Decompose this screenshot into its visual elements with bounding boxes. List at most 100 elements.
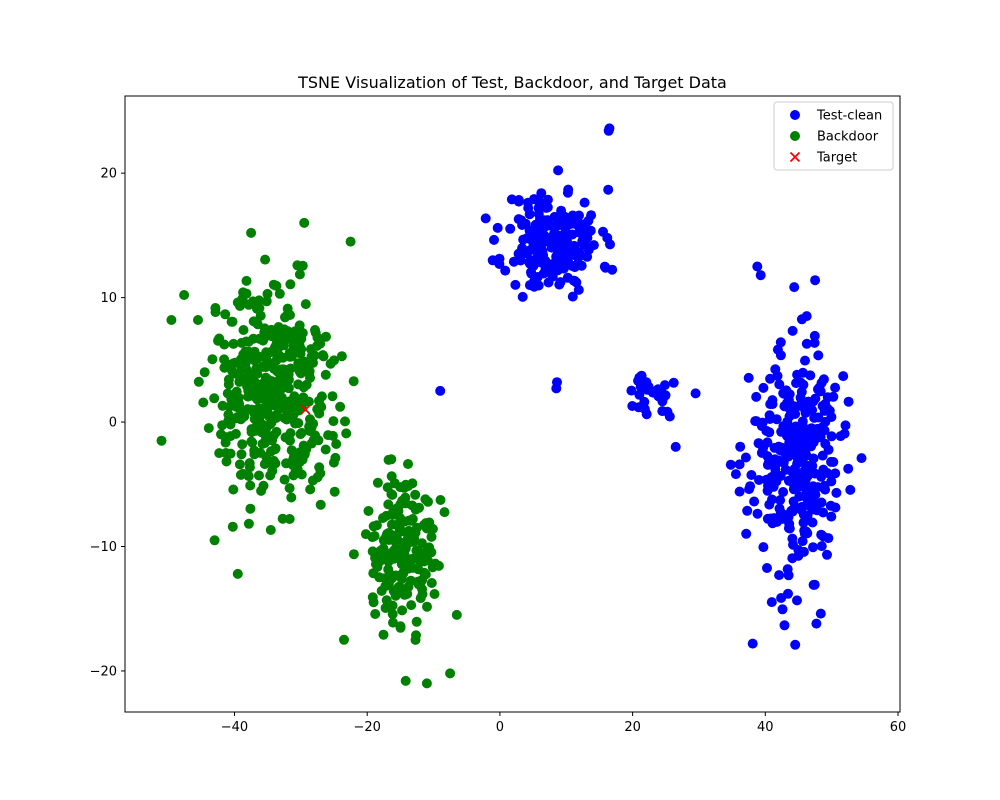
point-backdoor — [233, 392, 244, 403]
y-tick-label: −20 — [90, 664, 117, 679]
point-backdoor — [316, 391, 327, 402]
point-backdoor — [241, 275, 252, 286]
point-test-clean — [783, 570, 794, 581]
point-backdoor — [407, 500, 418, 511]
point-backdoor — [166, 315, 177, 325]
point-test-clean — [816, 422, 827, 433]
point-test-clean — [534, 218, 545, 228]
point-test-clean — [529, 194, 539, 205]
point-backdoor — [445, 668, 456, 679]
point-test-clean — [809, 579, 820, 590]
point-test-clean — [763, 457, 774, 467]
y-tick-label: 10 — [100, 291, 117, 306]
point-test-clean — [734, 486, 745, 497]
points-layer — [156, 123, 867, 689]
point-backdoor — [422, 601, 432, 612]
point-test-clean — [755, 270, 766, 281]
point-test-clean — [750, 416, 761, 427]
point-backdoor — [340, 416, 350, 427]
point-test-clean — [588, 240, 599, 251]
point-test-clean — [536, 188, 547, 199]
y-tick-label: 20 — [100, 167, 117, 182]
point-backdoor — [299, 217, 310, 228]
point-backdoor — [413, 564, 424, 575]
point-test-clean — [801, 338, 812, 349]
point-test-clean — [856, 453, 867, 464]
point-test-clean — [758, 382, 769, 393]
point-backdoor — [198, 397, 209, 408]
point-test-clean — [546, 242, 557, 253]
point-backdoor — [268, 455, 279, 466]
point-backdoor — [236, 337, 247, 348]
point-test-clean — [585, 225, 596, 236]
point-test-clean — [567, 291, 578, 302]
point-backdoor — [306, 422, 317, 433]
point-backdoor — [249, 414, 260, 424]
y-tick-label: 0 — [109, 416, 117, 431]
point-test-clean — [517, 291, 528, 302]
point-test-clean — [752, 508, 763, 519]
point-backdoor — [244, 462, 255, 473]
point-backdoor — [329, 355, 339, 366]
point-test-clean — [809, 412, 820, 423]
point-test-clean — [494, 259, 505, 269]
point-backdoor — [295, 429, 306, 440]
point-backdoor — [226, 394, 237, 404]
point-test-clean — [802, 482, 813, 492]
point-test-clean — [813, 350, 824, 361]
point-test-clean — [537, 246, 548, 257]
legend-entry-target: Target — [789, 151, 857, 166]
point-test-clean — [576, 260, 587, 271]
x-tick-label: 0 — [496, 720, 504, 735]
point-backdoor — [388, 617, 398, 628]
point-test-clean — [830, 502, 841, 513]
point-test-clean — [779, 620, 790, 631]
point-backdoor — [420, 494, 431, 505]
point-test-clean — [754, 475, 764, 485]
point-backdoor — [348, 376, 359, 387]
point-backdoor — [217, 420, 228, 431]
point-backdoor — [407, 478, 418, 489]
x-tick-label: 60 — [890, 720, 907, 735]
point-test-clean — [553, 165, 564, 176]
point-test-clean — [569, 276, 580, 286]
point-test-clean — [556, 205, 567, 216]
point-backdoor — [249, 447, 260, 458]
point-test-clean — [505, 223, 516, 234]
point-backdoor — [379, 546, 390, 557]
point-backdoor — [224, 401, 235, 412]
point-backdoor — [314, 408, 325, 419]
point-test-clean — [530, 237, 541, 248]
point-test-clean — [735, 441, 746, 452]
point-backdoor — [327, 391, 338, 402]
point-test-clean — [787, 533, 798, 544]
point-backdoor — [415, 593, 426, 604]
point-backdoor — [410, 634, 421, 645]
point-test-clean — [820, 403, 831, 414]
point-test-clean — [774, 379, 785, 390]
point-test-clean — [845, 484, 856, 495]
point-backdoor — [321, 331, 331, 342]
point-backdoor — [293, 358, 304, 369]
point-test-clean — [740, 452, 751, 463]
point-test-clean — [812, 482, 823, 493]
point-backdoor — [420, 569, 431, 580]
point-backdoor — [254, 303, 265, 314]
point-test-clean — [781, 385, 792, 396]
point-backdoor — [228, 338, 239, 349]
point-backdoor — [282, 309, 293, 320]
point-backdoor — [290, 397, 301, 407]
point-test-clean — [747, 638, 758, 649]
point-test-clean — [817, 450, 828, 461]
point-backdoor — [318, 351, 329, 362]
point-test-clean — [765, 399, 776, 410]
point-backdoor — [230, 368, 240, 379]
x-tick-label: −20 — [353, 720, 380, 735]
point-backdoor — [232, 568, 243, 579]
point-test-clean — [480, 213, 491, 224]
chart-title: TSNE Visualization of Test, Backdoor, an… — [297, 73, 727, 92]
point-test-clean — [830, 382, 841, 393]
point-backdoor — [376, 585, 387, 596]
point-backdoor — [207, 354, 218, 365]
